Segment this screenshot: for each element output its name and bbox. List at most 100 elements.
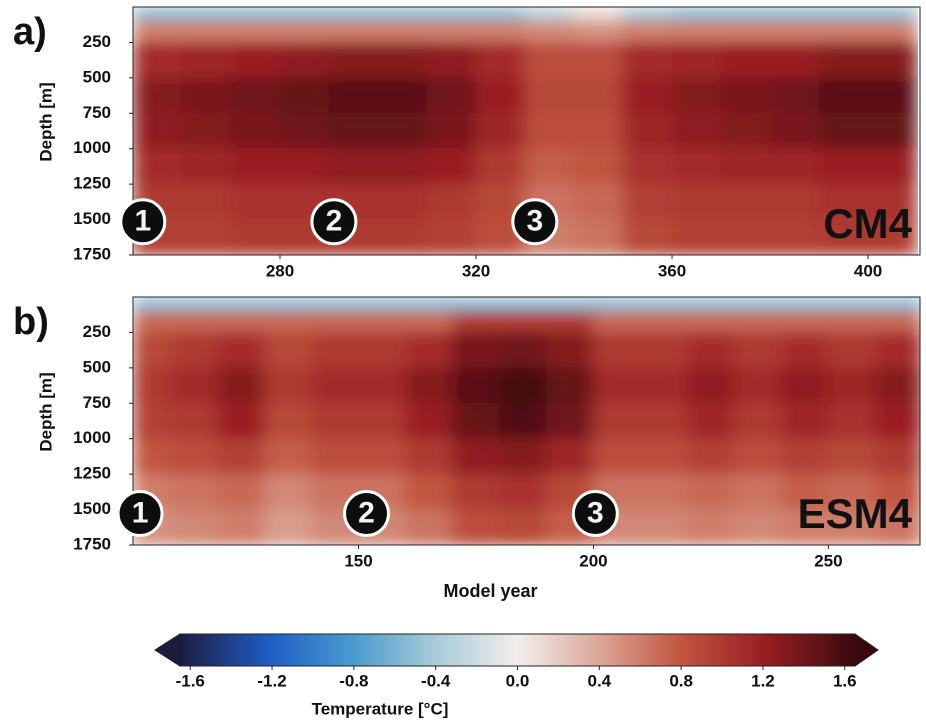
- heatmap-cell: [279, 41, 330, 79]
- heatmap-cell: [230, 41, 281, 79]
- heatmap-cell: [827, 509, 876, 545]
- heatmap-cell: [377, 183, 428, 221]
- heatmap-cell: [592, 331, 641, 369]
- heatmap-cell: [264, 509, 313, 545]
- heatmap-cell: [874, 438, 920, 475]
- heatmap-cell: [133, 310, 172, 333]
- heatmap-cell: [818, 112, 869, 150]
- heatmap-cell: [622, 183, 673, 221]
- heatmap-cell: [622, 7, 673, 22]
- heatmap-cell: [818, 219, 869, 255]
- heatmap-cell: [217, 473, 266, 511]
- heatmap-cell: [328, 20, 379, 43]
- x-tick-label: 360: [658, 261, 686, 280]
- plot-frame: [132, 6, 921, 256]
- colorbar-frame: [154, 633, 879, 667]
- annotation-badge: [511, 198, 559, 246]
- y-tick-label: 250: [83, 32, 111, 51]
- heatmap-cell: [311, 367, 360, 404]
- heatmap-cell: [426, 41, 477, 79]
- heatmap-cell: [311, 297, 360, 312]
- heatmap-cell: [592, 438, 641, 475]
- annotation-label: 1: [134, 205, 151, 238]
- heatmap-cell: [769, 219, 820, 255]
- heatmap-cell: [264, 402, 313, 440]
- heatmap-cell: [639, 331, 688, 369]
- heatmap-cell: [451, 402, 500, 440]
- y-tick-label: 1750: [73, 244, 111, 263]
- colorbar-tick-label: -1.6: [176, 671, 205, 690]
- heatmap-cell: [498, 297, 547, 312]
- heatmap-cell: [592, 367, 641, 404]
- heatmap-cell: [358, 438, 407, 475]
- heatmap-cell: [217, 297, 266, 312]
- heatmap-cell: [545, 402, 594, 440]
- heatmap-cell: [573, 41, 624, 79]
- annotation-label: 2: [358, 496, 375, 529]
- heatmap-cell: [686, 331, 735, 369]
- heatmap-cell: [264, 438, 313, 475]
- heatmap-cell: [867, 183, 918, 221]
- annotation-label: 2: [326, 205, 343, 238]
- heatmap-cell: [573, 77, 624, 114]
- heatmap-cell: [874, 509, 920, 545]
- y-tick-label: 1250: [73, 174, 111, 193]
- x-tick-label: 250: [814, 551, 842, 570]
- heatmap-cell: [264, 310, 313, 333]
- heatmap-cell: [475, 41, 526, 79]
- heatmap-cell: [592, 297, 641, 312]
- colorbar-tick-label: -0.8: [339, 671, 368, 690]
- heatmap-cell: [264, 331, 313, 369]
- heatmap-cell: [133, 7, 183, 22]
- heatmap-cell: [639, 367, 688, 404]
- x-tick-label: 400: [854, 261, 882, 280]
- heatmap-cell: [426, 77, 477, 114]
- y-tick-label: 500: [83, 357, 111, 376]
- heatmap-cell: [279, 20, 330, 43]
- heatmap-cell: [358, 402, 407, 440]
- model-name: ESM4: [798, 490, 913, 537]
- y-axis-label: Depth [m]: [36, 82, 55, 161]
- heatmap-cell: [217, 509, 266, 545]
- heatmap-cell: [733, 297, 782, 312]
- heatmap-cell: [780, 438, 829, 475]
- model-name: CM4: [823, 200, 912, 247]
- annotation-badge: [119, 198, 167, 246]
- heatmap-cell: [671, 7, 722, 22]
- heatmap-cell: [827, 438, 876, 475]
- heatmap-cell: [230, 183, 281, 221]
- y-tick-label: 1750: [73, 534, 111, 553]
- heatmap-cell: [733, 331, 782, 369]
- heatmap-cell: [639, 473, 688, 511]
- heatmap-cell: [230, 148, 281, 185]
- heatmap-cell: [671, 20, 722, 43]
- heatmap-cell: [867, 20, 918, 43]
- heatmap-cell: [639, 310, 688, 333]
- panel-label: a): [13, 11, 47, 53]
- heatmap-cell: [328, 41, 379, 79]
- heatmap: [133, 297, 920, 545]
- heatmap-cell: [545, 331, 594, 369]
- heatmap-cell: [475, 7, 526, 22]
- heatmap-cell: [720, 7, 771, 22]
- heatmap-cell: [874, 331, 920, 369]
- heatmap-cell: [498, 367, 547, 404]
- heatmap-cell: [405, 297, 453, 312]
- annotation-badge: [310, 198, 358, 246]
- heatmap-cell: [311, 438, 360, 475]
- heatmap-cell: [230, 219, 281, 255]
- heatmap-cell: [498, 473, 547, 511]
- colorbar-tick-label: 0.4: [587, 671, 611, 690]
- heatmap-cell: [358, 367, 407, 404]
- y-tick-label: 750: [83, 103, 111, 122]
- heatmap-cell: [573, 148, 624, 185]
- heatmap-cell: [818, 77, 869, 114]
- heatmap-cell: [133, 148, 183, 185]
- heatmap-cell: [170, 473, 219, 511]
- heatmap-cell: [827, 297, 876, 312]
- heatmap-cell: [769, 20, 820, 43]
- annotation-label: 3: [587, 496, 604, 529]
- heatmap-cell: [545, 310, 594, 333]
- x-tick-label: 280: [266, 261, 294, 280]
